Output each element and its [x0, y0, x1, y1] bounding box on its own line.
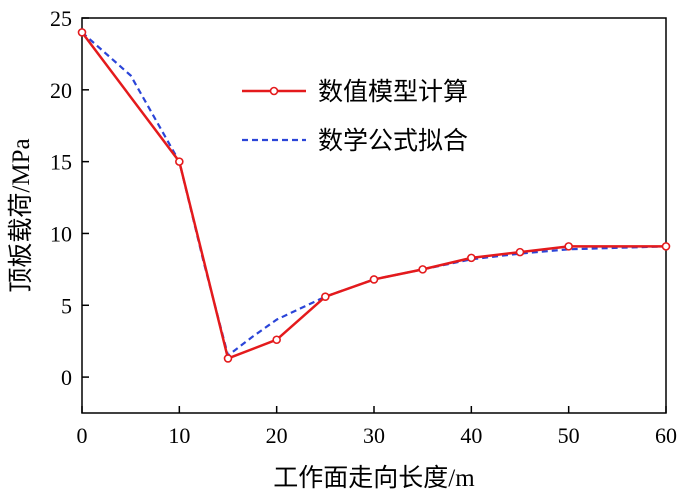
x-tick-label: 0 — [77, 423, 88, 448]
data-point-numerical — [369, 275, 379, 284]
plot-border — [81, 17, 667, 414]
y-axis-label: 顶板载荷/MPa — [7, 138, 35, 292]
ticks — [81, 17, 667, 413]
data-point-numerical — [175, 157, 184, 166]
data-point-numerical — [467, 253, 476, 263]
legend-label-numerical: 数值模型计算 — [318, 78, 468, 106]
x-axis-label: 工作面走向长度/m — [273, 464, 475, 492]
series-line-fit — [81, 31, 667, 358]
y-tick-label: 20 — [50, 78, 72, 103]
plot-frame — [81, 17, 667, 414]
data-point-numerical — [418, 265, 427, 274]
y-tick-label: 5 — [61, 293, 72, 318]
y-tick-label: 15 — [50, 150, 72, 175]
x-tick-label: 60 — [655, 423, 677, 448]
tick-labels: 0 10 20 30 40 50 60 0 5 10 15 20 25 — [50, 6, 677, 448]
data-point-numerical — [661, 242, 671, 251]
legend: 数值模型计算 数学公式拟合 — [242, 78, 468, 155]
x-tick-label: 10 — [168, 423, 190, 448]
y-tick-label: 25 — [50, 6, 72, 31]
x-tick-label: 30 — [363, 423, 385, 448]
data-point-numerical — [321, 292, 330, 301]
x-tick-label: 20 — [266, 423, 288, 448]
data-point-numerical — [515, 247, 525, 257]
data-point-numerical — [272, 335, 281, 345]
y-tick-label: 10 — [50, 221, 72, 246]
legend-label-fit: 数学公式拟合 — [318, 127, 468, 155]
x-tick-label: 50 — [558, 423, 580, 448]
x-tick-label: 40 — [460, 423, 482, 448]
data-point-numerical — [77, 28, 87, 37]
series-layer — [77, 28, 671, 363]
legend-marker-numerical — [269, 86, 279, 96]
data-point-numerical — [564, 242, 573, 251]
data-point-numerical — [223, 354, 233, 363]
y-tick-label: 0 — [61, 365, 72, 390]
